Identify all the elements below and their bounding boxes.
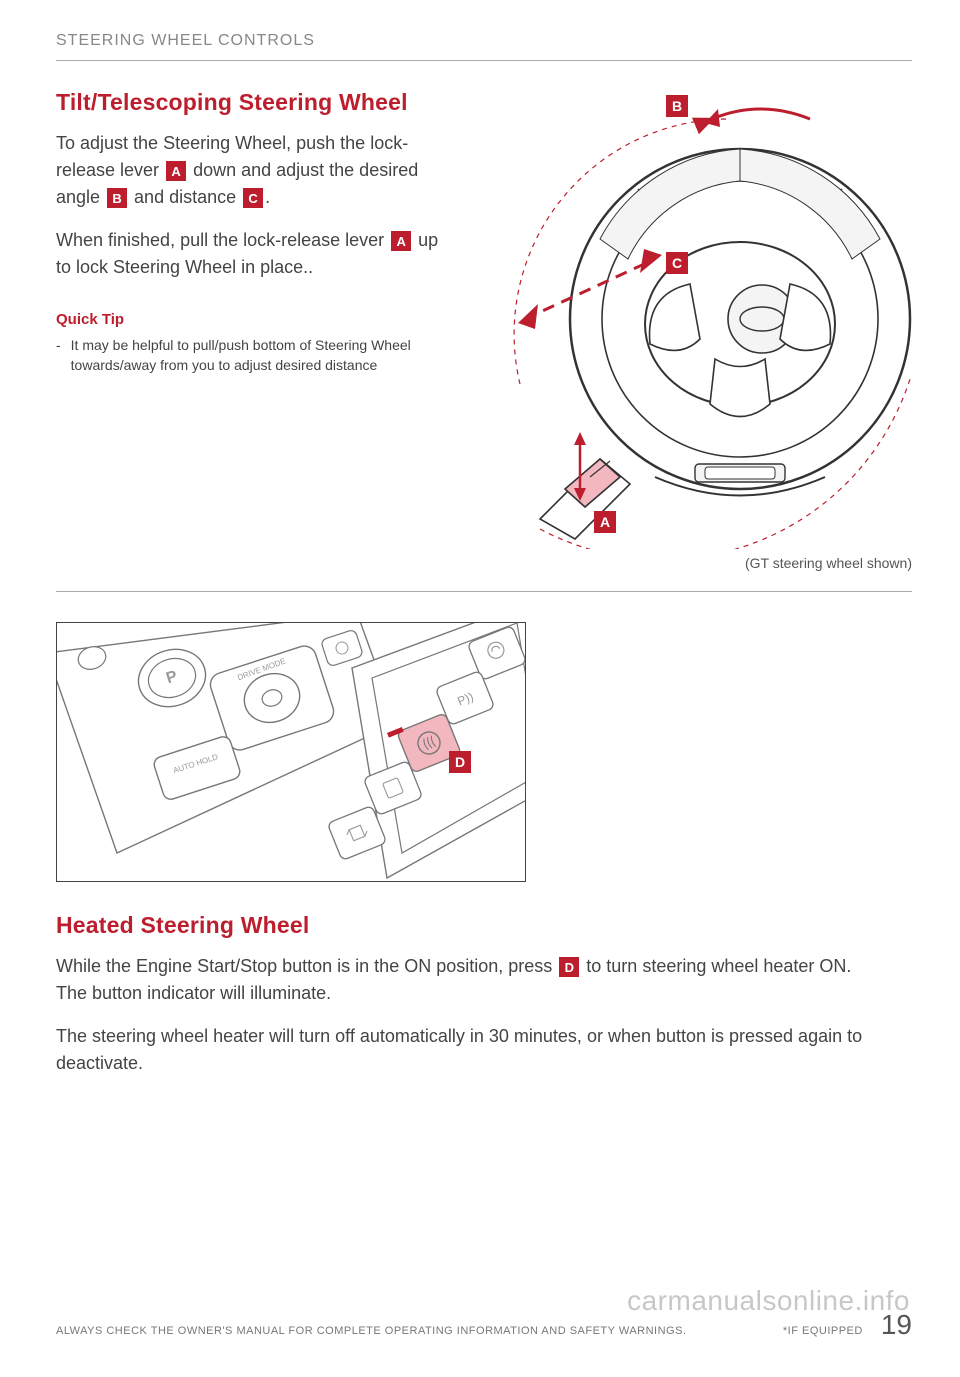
callout-d-inline: D (559, 957, 579, 977)
text-frag: . (265, 187, 270, 207)
console-diagram: P DRIVE MODE AUTO HOLD (56, 622, 526, 882)
callout-a-inline-2: A (391, 231, 411, 251)
callout-d-label: D (455, 754, 465, 770)
bullet-dash: - (56, 336, 61, 375)
console-svg: P DRIVE MODE AUTO HOLD (57, 623, 526, 882)
callout-a-inline: A (166, 161, 186, 181)
quick-tip-text: It may be helpful to pull/push bottom of… (71, 336, 456, 375)
tilt-paragraph-2: When finished, pull the lock-release lev… (56, 227, 456, 281)
footer-disclaimer: ALWAYS CHECK THE OWNER'S MANUAL FOR COMP… (56, 1325, 687, 1337)
text-frag: When finished, pull the lock-release lev… (56, 230, 389, 250)
tilt-text-column: Tilt/Telescoping Steering Wheel To adjus… (56, 89, 456, 571)
callout-c-label: C (672, 255, 682, 271)
tilt-title: Tilt/Telescoping Steering Wheel (56, 89, 456, 116)
diagram-caption: (GT steering wheel shown) (745, 555, 920, 571)
tilt-paragraph-1: To adjust the Steering Wheel, push the l… (56, 130, 456, 211)
quick-tip-title: Quick Tip (56, 311, 456, 328)
steering-wheel-svg: B C A (480, 89, 920, 549)
section-tilt-telescoping: Tilt/Telescoping Steering Wheel To adjus… (56, 89, 912, 592)
heated-title: Heated Steering Wheel (56, 912, 912, 939)
footer-if-equipped: *IF EQUIPPED (783, 1325, 863, 1337)
heated-paragraph-2: The steering wheel heater will turn off … (56, 1023, 896, 1077)
section-header: STEERING WHEEL CONTROLS (56, 32, 912, 61)
text-frag: and distance (129, 187, 241, 207)
steering-wheel-diagram: B C A (GT steering wheel shown) (480, 89, 920, 571)
callout-b-inline: B (107, 188, 127, 208)
callout-a-label: A (600, 514, 610, 530)
callout-c-inline: C (243, 188, 263, 208)
page-number: 19 (881, 1309, 912, 1341)
callout-b-label: B (672, 98, 682, 114)
section-heated-wheel: P DRIVE MODE AUTO HOLD (56, 622, 912, 1077)
quick-tip-item: - It may be helpful to pull/push bottom … (56, 336, 456, 375)
page-footer: ALWAYS CHECK THE OWNER'S MANUAL FOR COMP… (56, 1309, 912, 1341)
heated-paragraph-1: While the Engine Start/Stop button is in… (56, 953, 876, 1007)
text-frag: While the Engine Start/Stop button is in… (56, 956, 557, 976)
